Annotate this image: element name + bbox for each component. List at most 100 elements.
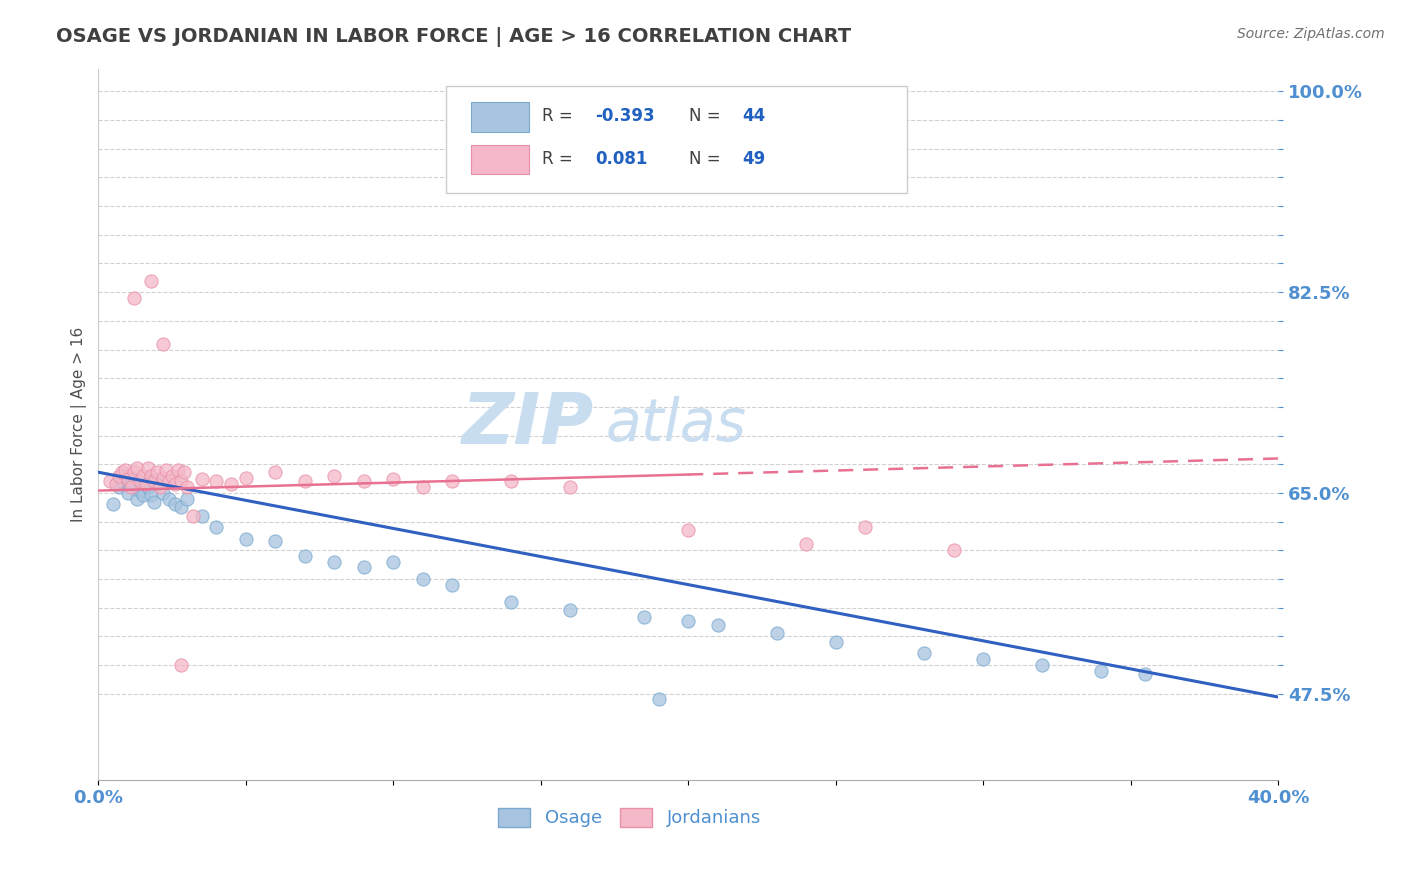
- Point: [117, 486, 139, 500]
- Point: [412, 572, 434, 586]
- Point: [1326, 681, 1348, 695]
- Point: [108, 468, 131, 483]
- Point: [794, 537, 817, 551]
- Point: [163, 476, 186, 491]
- Point: [101, 497, 124, 511]
- Point: [149, 480, 172, 494]
- Point: [152, 486, 174, 500]
- Point: [205, 520, 228, 534]
- Point: [120, 480, 142, 494]
- Text: R =: R =: [541, 107, 572, 125]
- Point: [235, 471, 257, 485]
- Point: [163, 497, 186, 511]
- Point: [143, 475, 166, 489]
- Text: N =: N =: [689, 107, 721, 125]
- Y-axis label: In Labor Force | Age > 16: In Labor Force | Age > 16: [72, 326, 87, 522]
- Point: [235, 532, 257, 546]
- Point: [141, 468, 163, 483]
- Point: [114, 468, 136, 483]
- Point: [264, 534, 287, 549]
- Point: [190, 508, 212, 523]
- Point: [501, 475, 523, 489]
- Point: [98, 475, 121, 489]
- Point: [441, 577, 464, 591]
- Point: [824, 635, 846, 649]
- Text: atlas: atlas: [606, 395, 747, 452]
- Point: [441, 475, 464, 489]
- Legend: Osage, Jordanians: Osage, Jordanians: [491, 801, 768, 835]
- Point: [560, 480, 582, 494]
- Point: [1090, 664, 1112, 678]
- Point: [190, 472, 212, 486]
- Point: [125, 460, 148, 475]
- Point: [1326, 262, 1348, 277]
- Text: ZIP: ZIP: [461, 390, 593, 458]
- Point: [294, 475, 316, 489]
- Point: [111, 475, 134, 489]
- FancyBboxPatch shape: [446, 87, 907, 193]
- Point: [122, 471, 145, 485]
- Point: [353, 475, 375, 489]
- Point: [353, 560, 375, 574]
- Point: [560, 603, 582, 617]
- Point: [122, 291, 145, 305]
- Point: [170, 657, 193, 672]
- Point: [176, 480, 198, 494]
- Point: [135, 475, 157, 489]
- Point: [382, 555, 405, 569]
- Point: [972, 652, 994, 666]
- FancyBboxPatch shape: [471, 145, 529, 175]
- Point: [412, 480, 434, 494]
- Point: [501, 595, 523, 609]
- Point: [138, 460, 160, 475]
- Point: [114, 463, 136, 477]
- Point: [323, 468, 346, 483]
- Point: [294, 549, 316, 563]
- Point: [853, 520, 876, 534]
- Point: [160, 468, 183, 483]
- Point: [111, 465, 134, 479]
- Point: [120, 476, 142, 491]
- Text: 49: 49: [742, 150, 766, 168]
- Point: [648, 692, 671, 706]
- Point: [128, 475, 150, 489]
- Point: [131, 488, 153, 502]
- Text: 0.081: 0.081: [595, 150, 647, 168]
- Point: [173, 465, 195, 479]
- Point: [108, 480, 131, 494]
- Point: [141, 488, 163, 502]
- Point: [382, 472, 405, 486]
- Point: [323, 555, 346, 569]
- Point: [633, 609, 655, 624]
- Point: [942, 543, 965, 558]
- Point: [765, 625, 787, 640]
- Point: [167, 463, 190, 477]
- Point: [135, 476, 157, 491]
- Point: [157, 475, 180, 489]
- Point: [1135, 667, 1157, 681]
- Point: [146, 476, 169, 491]
- Text: -0.393: -0.393: [595, 107, 655, 125]
- Point: [678, 523, 700, 537]
- Point: [170, 500, 193, 514]
- Point: [125, 491, 148, 506]
- Point: [155, 463, 177, 477]
- Point: [146, 465, 169, 479]
- Point: [117, 472, 139, 486]
- Point: [131, 468, 153, 483]
- FancyBboxPatch shape: [471, 102, 529, 132]
- Point: [912, 647, 935, 661]
- Point: [157, 491, 180, 506]
- Text: N =: N =: [689, 150, 721, 168]
- Point: [678, 615, 700, 629]
- Point: [181, 508, 204, 523]
- Point: [170, 475, 193, 489]
- Text: Source: ZipAtlas.com: Source: ZipAtlas.com: [1237, 27, 1385, 41]
- Point: [143, 495, 166, 509]
- Point: [141, 274, 163, 288]
- Point: [176, 491, 198, 506]
- Text: OSAGE VS JORDANIAN IN LABOR FORCE | AGE > 16 CORRELATION CHART: OSAGE VS JORDANIAN IN LABOR FORCE | AGE …: [56, 27, 852, 46]
- Point: [152, 336, 174, 351]
- Point: [264, 465, 287, 479]
- Point: [219, 476, 242, 491]
